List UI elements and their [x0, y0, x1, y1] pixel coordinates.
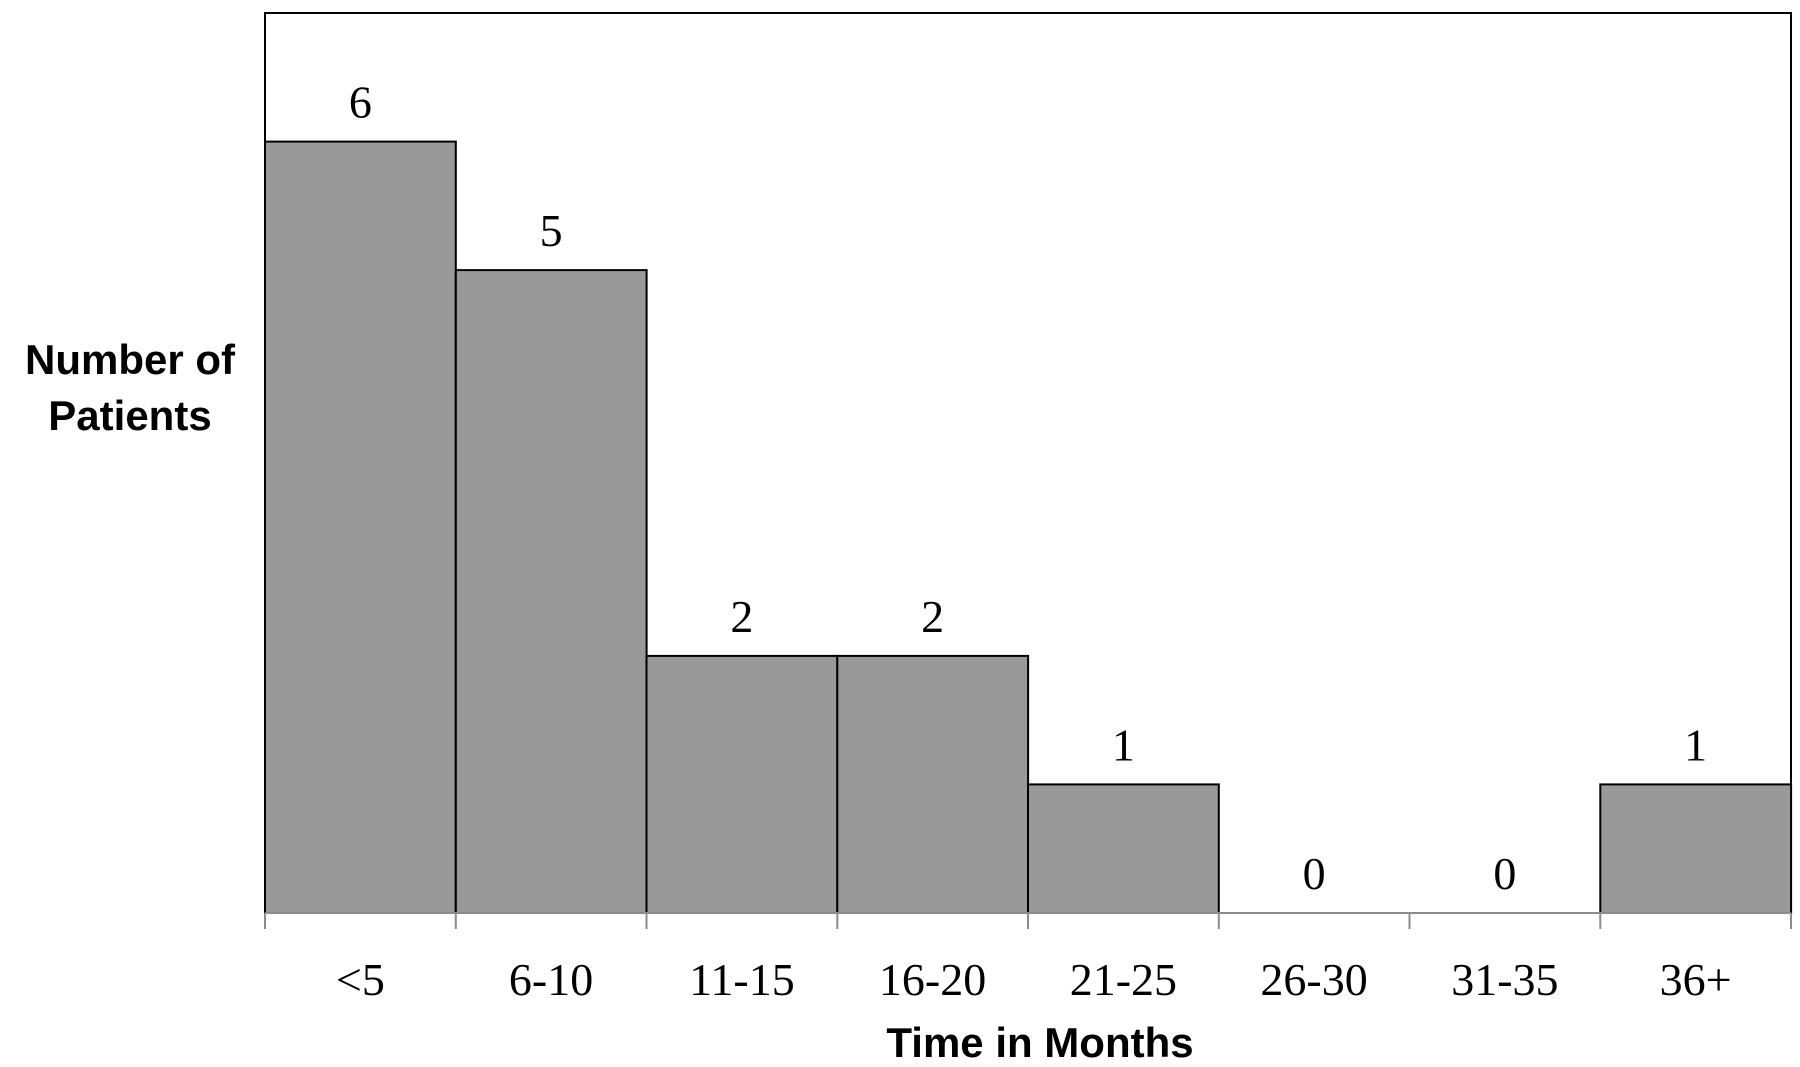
data-label-0: 6 — [349, 77, 372, 128]
x-tick-label-6: 31-35 — [1451, 954, 1558, 1005]
data-label-3: 2 — [921, 591, 944, 642]
data-label-5: 0 — [1303, 848, 1326, 899]
data-label-7: 1 — [1684, 719, 1707, 770]
data-label-4: 1 — [1112, 719, 1135, 770]
x-tick-label-0: <5 — [336, 954, 385, 1005]
bar-7 — [1599, 783, 1793, 915]
x-axis-title: Time in Months — [886, 1019, 1193, 1066]
data-label-6: 0 — [1493, 848, 1516, 899]
x-tick-label-2: 11-15 — [689, 954, 795, 1005]
x-tick-label-5: 26-30 — [1260, 954, 1367, 1005]
data-labels-group: 6 5 2 2 1 0 0 1 — [349, 77, 1707, 899]
x-tick-label-7: 36+ — [1660, 954, 1732, 1005]
y-axis-title-line-1: Number of — [25, 336, 236, 383]
bar-0 — [264, 140, 457, 915]
x-tick-label-1: 6-10 — [509, 954, 593, 1005]
bar-2 — [645, 654, 839, 915]
data-label-1: 5 — [540, 205, 563, 256]
bars-group — [264, 140, 1793, 915]
data-label-2: 2 — [730, 591, 753, 642]
y-axis-title-line-2: Patients — [48, 392, 211, 439]
x-tick-label-3: 16-20 — [879, 954, 986, 1005]
x-tick-label-4: 21-25 — [1070, 954, 1177, 1005]
bar-1 — [454, 269, 648, 915]
x-tick-labels-group: <5 6-10 11-15 16-20 21-25 26-30 31-35 36+ — [336, 954, 1732, 1005]
bar-4 — [1027, 783, 1220, 915]
bar-3 — [836, 654, 1030, 915]
x-ticks-group — [264, 913, 1792, 929]
